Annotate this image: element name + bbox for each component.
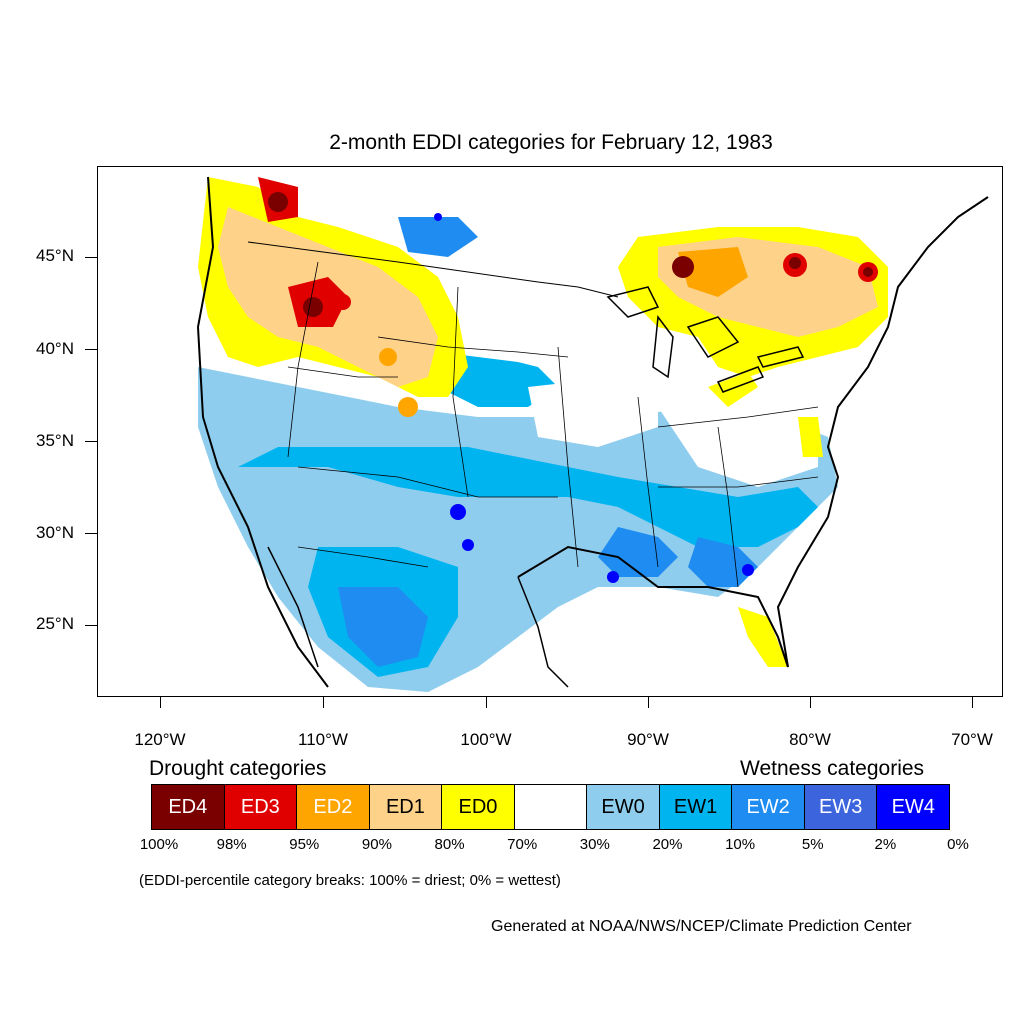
break-label: 90%	[361, 836, 392, 853]
legend-box-ew0: EW0	[587, 785, 660, 829]
break-label: 0%	[947, 836, 969, 853]
lon-tick	[648, 697, 649, 708]
eddi-map	[97, 166, 1003, 697]
lon-label-70: 70°W	[951, 730, 993, 749]
legend-box-ed3: ED3	[224, 785, 298, 829]
lat-tick	[85, 257, 97, 258]
lat-label-45: 45°N	[36, 246, 74, 265]
dry-fields	[198, 177, 888, 667]
lon-label-80: 80°W	[789, 730, 831, 749]
legend-box-ed0: ED0	[442, 785, 515, 829]
lat-label-40: 40°N	[36, 339, 74, 358]
break-label: 95%	[289, 836, 320, 853]
break-label: 100%	[139, 836, 179, 853]
break-label: 5%	[801, 836, 824, 853]
break-label: 2%	[874, 836, 897, 853]
lon-label-100: 100°W	[460, 730, 512, 749]
lat-label-35: 35°N	[36, 431, 74, 450]
lon-tick	[972, 697, 973, 708]
break-label: 20%	[652, 836, 683, 853]
break-label: 80%	[434, 836, 465, 853]
drought-heading: Drought categories	[149, 757, 327, 780]
break-label: 98%	[216, 836, 247, 853]
lat-tick	[85, 533, 97, 534]
legend-box-ed4: ED4	[152, 785, 225, 829]
legend-box-ew4: EW4	[877, 785, 950, 829]
category-note: (EDDI-percentile category breaks: 100% =…	[139, 872, 561, 889]
legend-box-ew1: EW1	[659, 785, 733, 829]
lon-label-120: 120°W	[134, 730, 186, 749]
wetness-heading: Wetness categories	[740, 757, 925, 780]
break-label: 10%	[725, 836, 756, 853]
legend-box-ew2: EW2	[732, 785, 805, 829]
map-title: 2-month EDDI categories for February 12,…	[329, 131, 773, 154]
lat-tick	[85, 349, 97, 350]
legend-box-ed2: ED2	[297, 785, 370, 829]
lon-label-90: 90°W	[627, 730, 669, 749]
lat-label-30: 30°N	[36, 523, 74, 542]
lon-label-110: 110°W	[298, 730, 348, 749]
lat-label-25: 25°N	[36, 614, 74, 633]
eddi-map-svg	[196, 176, 989, 692]
wet-fields	[198, 213, 838, 692]
break-label: 70%	[507, 836, 538, 853]
boundaries	[196, 176, 989, 688]
legend-box-ew3: EW3	[804, 785, 878, 829]
lat-tick	[85, 625, 97, 626]
legend-box-normal	[514, 785, 588, 829]
lon-tick	[810, 697, 811, 708]
lat-tick	[85, 441, 97, 442]
break-label: 30%	[579, 836, 610, 853]
category-legend: ED4 ED3 ED2 ED1 ED0 EW0 EW1 EW2 EW3 EW4	[151, 784, 950, 830]
lon-tick	[323, 697, 324, 708]
lon-tick	[160, 697, 161, 708]
legend-box-ed1: ED1	[369, 785, 443, 829]
lon-tick	[486, 697, 487, 708]
credit-line: Generated at NOAA/NWS/NCEP/Climate Predi…	[491, 918, 912, 935]
